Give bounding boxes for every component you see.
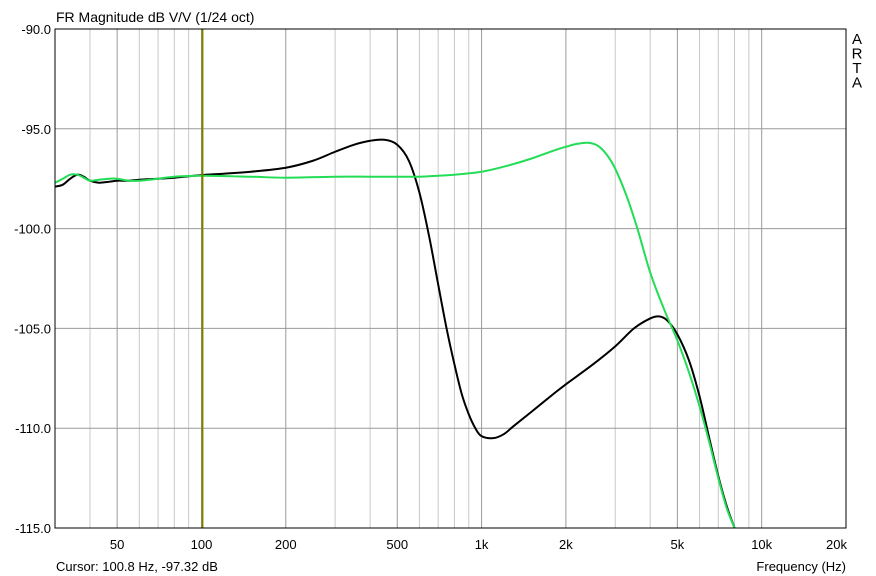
watermark-letter: A	[852, 75, 862, 92]
watermark-letter: A	[852, 31, 862, 48]
x-tick-label: 200	[275, 537, 297, 552]
watermark-letter: T	[852, 60, 861, 77]
x-tick-label: 100	[191, 537, 213, 552]
y-tick-label: -90.0	[21, 22, 51, 37]
x-tick-label: 50	[110, 537, 124, 552]
y-tick-label: -110.0	[15, 421, 51, 436]
series-line-2	[54, 141, 736, 529]
x-tick-label: 500	[386, 537, 408, 552]
cursor-readout: Cursor: 100.8 Hz, -97.32 dB	[56, 559, 218, 574]
x-axis-label: Frequency (Hz)	[756, 559, 846, 574]
x-tick-label: 20k	[826, 537, 847, 552]
x-tick-label: 2k	[559, 537, 573, 552]
watermark-letter: R	[852, 46, 863, 63]
x-axis-tick-labels: 50 100 200 500 1k 2k 5k 10k 20k	[110, 537, 848, 552]
plot-frame	[54, 28, 847, 529]
y-tick-label: -100.0	[14, 222, 51, 237]
y-axis-tick-labels: -90.0 -95.0 -100.0 -105.0 -110.0 -115.0	[14, 22, 51, 536]
x-tick-label: 10k	[751, 537, 772, 552]
y-tick-label: -105.0	[14, 321, 51, 336]
series-layer	[54, 138, 736, 529]
minor-grid	[89, 29, 750, 528]
y-tick-label: -115.0	[15, 521, 51, 536]
y-tick-label: -95.0	[21, 122, 51, 137]
x-tick-label: 5k	[670, 537, 684, 552]
x-tick-label: 1k	[475, 537, 489, 552]
chart-title: FR Magnitude dB V/V (1/24 oct)	[56, 9, 254, 25]
